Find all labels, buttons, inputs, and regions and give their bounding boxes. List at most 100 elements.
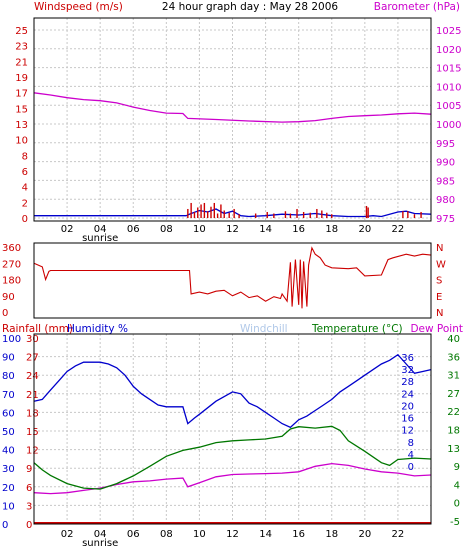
temperature-tick-label: 18: [447, 426, 460, 437]
rainfall-tick-label: 3: [26, 501, 32, 512]
compass-tick-label: S: [436, 276, 442, 287]
direction-tick-label: 0: [2, 308, 8, 319]
wind-barometer-panel: 9759809859909951000100510101015102010250…: [15, 17, 461, 244]
compass-tick-label: N: [436, 243, 443, 254]
x-tick-label: 22: [392, 529, 405, 540]
temperature-tick-label: 0: [454, 499, 460, 510]
humidity-tick-label: 0: [2, 520, 8, 531]
temperature-tick-label: 40: [447, 334, 460, 345]
rainfall-label: Rainfall (mm): [2, 323, 73, 335]
humidity-tick-label: 90: [2, 353, 15, 364]
x-tick-label: 12: [226, 224, 239, 235]
windspeed-tick-label: 13: [15, 120, 28, 131]
barometer-tick-label: 1015: [436, 64, 461, 75]
rainfall-tick-label: 12: [26, 446, 39, 457]
plot-frame: [33, 242, 432, 319]
chart-title: 24 hour graph day : May 28 2006: [162, 1, 338, 13]
rainfall-tick-label: 30: [26, 334, 39, 345]
windspeed-tick-label: 15: [15, 104, 28, 115]
plot-frame: [33, 333, 432, 525]
barometer-tick-label: 990: [436, 158, 455, 169]
temperature-tick-label: 27: [447, 389, 460, 400]
windspeed-tick-label: 17: [15, 89, 28, 100]
rainfall-tick-label: 18: [26, 408, 39, 419]
rainfall-tick-label: 15: [26, 427, 39, 438]
humidity-tick-label: 50: [2, 427, 15, 438]
temperature-scale-label: 24: [401, 389, 414, 400]
dewpoint-label: Dew Point: [410, 323, 463, 335]
barometer-tick-label: 1000: [436, 120, 461, 131]
barometer-tick-label: 995: [436, 139, 455, 150]
humidity-label: Humidity %: [67, 323, 128, 335]
x-tick-label: 16: [292, 224, 305, 235]
rainfall-tick-label: 24: [26, 371, 39, 382]
temperature-scale-label: 36: [401, 353, 414, 364]
humidity-tick-label: 80: [2, 371, 15, 382]
humidity-tick-label: 70: [2, 390, 15, 401]
sunrise-label: sunrise: [82, 538, 118, 549]
temperature-tick-label: 36: [447, 352, 460, 363]
temperature-scale-label: 8: [408, 438, 414, 449]
temperature-label: Temperature (°C): [311, 323, 403, 335]
plot-frame: [33, 17, 432, 222]
humidity-line: [33, 353, 432, 429]
humidity-tick-label: 40: [2, 446, 15, 457]
temperature-tick-label: -5: [450, 517, 460, 528]
barometer-tick-label: 1010: [436, 82, 461, 93]
x-tick-label: 04: [94, 529, 107, 540]
windspeed-tick-label: 23: [15, 42, 28, 53]
compass-tick-label: W: [436, 259, 446, 270]
x-tick-label: 08: [160, 529, 173, 540]
x-tick-label: 14: [259, 529, 272, 540]
rainfall-tick-label: 21: [26, 390, 39, 401]
sunrise-label: sunrise: [82, 233, 118, 244]
temperature-tick-label: 4: [454, 480, 460, 491]
rainfall-tick-label: 27: [26, 353, 39, 364]
x-tick-label: 06: [127, 224, 140, 235]
x-tick-label: 12: [226, 529, 239, 540]
barometer-tick-label: 1005: [436, 101, 461, 112]
compass-tick-label: E: [436, 292, 442, 303]
x-tick-label: 22: [392, 224, 405, 235]
temperature-tick-label: 22: [447, 407, 460, 418]
humidity-tick-label: 100: [2, 334, 21, 345]
windspeed-tick-label: 4: [22, 183, 28, 194]
x-tick-label: 16: [292, 529, 305, 540]
temperature-scale-label: 20: [401, 401, 414, 412]
x-tick-label: 08: [160, 224, 173, 235]
x-tick-label: 06: [127, 529, 140, 540]
compass-tick-label: N: [436, 308, 443, 319]
temperature-tick-label: 13: [447, 444, 460, 455]
direction-tick-label: 90: [2, 292, 15, 303]
temperature-scale-label: 12: [401, 426, 414, 437]
barometer-tick-label: 1020: [436, 45, 461, 56]
direction-tick-label: 360: [2, 243, 21, 254]
temperature-line: [33, 425, 432, 490]
temperature-humidity-panel: 0102030405060708090100036912151821242730…: [2, 333, 460, 549]
x-tick-label: 18: [325, 529, 338, 540]
x-tick-label: 20: [358, 224, 371, 235]
windspeed-tick-label: 25: [15, 26, 28, 37]
barometer-tick-label: 980: [436, 195, 455, 206]
windspeed-tick-label: 19: [15, 73, 28, 84]
windspeed-tick-label: 6: [22, 167, 28, 178]
windchill-label: Windchill: [240, 323, 288, 335]
temperature-tick-label: 31: [447, 371, 460, 382]
temperature-tick-label: 9: [454, 462, 460, 473]
windspeed-tick-label: 8: [22, 151, 28, 162]
wind-direction-line: [33, 246, 432, 309]
barometer-line: [33, 92, 432, 123]
windspeed-tick-label: 0: [22, 214, 28, 225]
x-tick-label: 02: [61, 529, 74, 540]
x-tick-label: 10: [193, 224, 206, 235]
x-tick-label: 20: [358, 529, 371, 540]
barometer-tick-label: 975: [436, 214, 455, 225]
x-tick-label: 10: [193, 529, 206, 540]
windspeed-axis-label: Windspeed (m/s): [34, 1, 123, 13]
temperature-scale-label: 32: [401, 365, 414, 376]
temperature-scale-label: 4: [408, 450, 414, 461]
direction-tick-label: 180: [2, 276, 21, 287]
windspeed-tick-label: 21: [15, 57, 28, 68]
barometer-tick-label: 1025: [436, 26, 461, 37]
